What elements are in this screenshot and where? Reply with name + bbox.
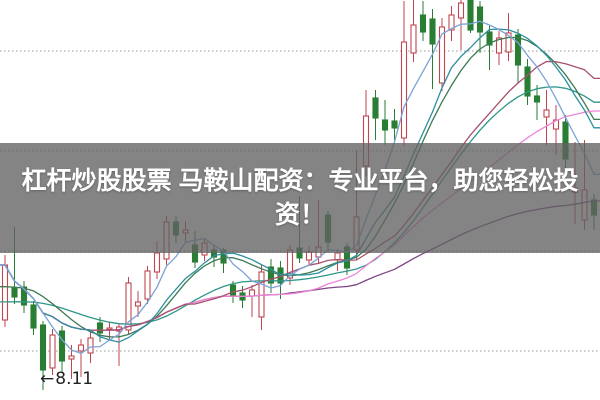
candle-down	[20, 286, 28, 306]
candle-up	[87, 337, 94, 354]
banner-text-line2: 资！	[274, 201, 325, 229]
candle-up	[438, 26, 446, 84]
candle-down	[467, 0, 474, 31]
candle-up	[1, 264, 9, 321]
low-price-label: 8.11	[55, 369, 94, 389]
candle-down	[267, 266, 275, 284]
candle-up	[505, 32, 512, 53]
candle-up	[305, 251, 313, 261]
candle-up	[448, 14, 455, 31]
candle-up	[153, 252, 161, 273]
candle-up	[144, 270, 151, 300]
candle-down	[30, 304, 37, 329]
low-price-annotation: ← 8.11	[40, 370, 93, 389]
ma-line-MA10	[0, 28, 600, 343]
banner-text-line1: 杠杆炒股股票 马鞍山配资：专业平台，助您轻松投	[21, 167, 579, 195]
candle-down	[372, 97, 379, 119]
candle-down	[524, 66, 531, 97]
left-arrow-icon: ←	[40, 369, 55, 389]
candle-up	[400, 41, 408, 139]
candle-down	[533, 95, 541, 103]
candle-up	[106, 327, 113, 330]
ma-line-MA5	[0, 20, 600, 355]
candle-up	[49, 334, 56, 369]
candle-up	[68, 355, 75, 360]
candle-down	[229, 284, 237, 296]
candle-down	[419, 14, 427, 33]
promo-banner-overlay: 杠杆炒股股票 马鞍山配资：专业平台，助您轻松投 资！	[0, 143, 600, 253]
candle-up	[77, 344, 85, 352]
candle-down	[476, 6, 484, 33]
candle-down	[429, 18, 436, 45]
ma-line-slow-teal	[0, 86, 600, 325]
candle-up	[410, 24, 417, 54]
candle-up	[248, 289, 256, 297]
candle-up	[134, 301, 142, 307]
candle-up	[457, 2, 465, 19]
candle-up	[125, 282, 132, 331]
candle-down	[39, 324, 47, 371]
candle-down	[514, 34, 522, 66]
candle-down	[381, 119, 389, 131]
candle-up	[495, 37, 503, 54]
candle-down	[58, 330, 66, 362]
candle-down	[11, 287, 18, 298]
candle-down	[486, 31, 493, 46]
candle-down	[391, 120, 398, 129]
candle-down	[96, 322, 104, 334]
candle-up	[543, 109, 550, 118]
